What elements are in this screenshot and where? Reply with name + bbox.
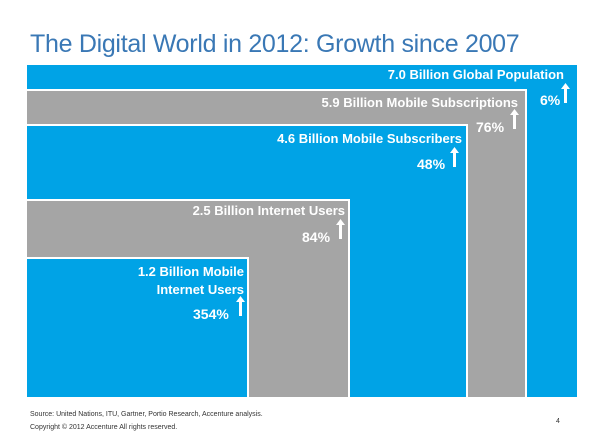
- source-note: Source: United Nations, ITU, Gartner, Po…: [30, 411, 263, 418]
- mobile-internet-users-growth: 354%: [193, 306, 229, 322]
- up-arrow-icon: [510, 109, 519, 129]
- mobile-internet-users-label-line1: 1.2 Billion Mobile: [137, 264, 244, 279]
- mobile-subscriptions-label: 5.9 Billion Mobile Subscriptions: [321, 95, 518, 110]
- global-population-label: 7.0 Billion Global Population: [387, 67, 564, 82]
- level-mobile-internet-users: [27, 257, 249, 397]
- internet-users-label: 2.5 Billion Internet Users: [192, 203, 345, 218]
- mobile-subscribers-growth: 48%: [417, 156, 446, 172]
- mobile-internet-users-label-line2: Internet Users: [156, 282, 244, 297]
- up-arrow-icon: [450, 147, 459, 167]
- global-population-growth: 6%: [540, 92, 561, 108]
- up-arrow-icon: [561, 83, 570, 103]
- internet-users-growth: 84%: [302, 229, 331, 245]
- mobile-subscribers-label: 4.6 Billion Mobile Subscribers: [277, 131, 462, 146]
- mobile-subscriptions-growth: 76%: [476, 119, 505, 135]
- page-number: 4: [556, 418, 560, 425]
- up-arrow-icon: [336, 219, 345, 239]
- up-arrow-icon: [236, 296, 245, 316]
- copyright-note: Copyright © 2012 Accenture All rights re…: [30, 424, 178, 431]
- page-title: The Digital World in 2012: Growth since …: [30, 30, 520, 58]
